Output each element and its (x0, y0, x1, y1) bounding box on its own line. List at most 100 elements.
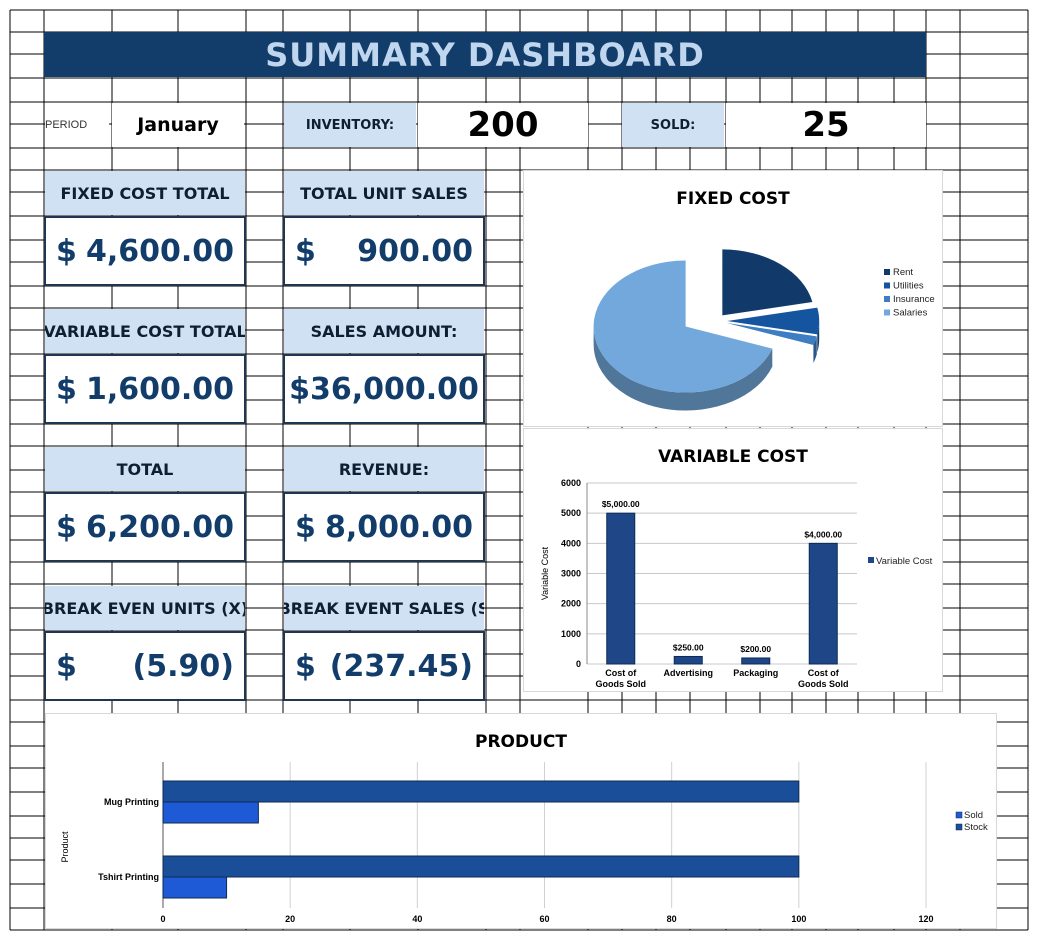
x-tick-label: 60 (539, 914, 549, 924)
sales-amount-label: SALES AMOUNT: (284, 309, 484, 353)
legend-swatch (868, 557, 874, 563)
legend-label: Sold (964, 810, 983, 821)
variable-cost-total-value: $ 1,600.00 (44, 354, 246, 424)
data-label: $5,000.00 (602, 499, 640, 509)
legend-label: Utilities (893, 281, 924, 292)
currency-symbol: $ (56, 509, 77, 545)
currency-symbol: $ (295, 233, 316, 269)
x-tick-label: 0 (160, 914, 165, 924)
legend-swatch (884, 309, 890, 316)
break-even-units-label: BREAK EVEN UNITS (X) (45, 586, 245, 630)
sold-value: 25 (726, 103, 926, 147)
legend-label: Variable Cost (876, 556, 933, 567)
sold-label: SOLD: (622, 103, 724, 147)
y-tick-label: 6000 (561, 478, 581, 488)
bar-stock (162, 780, 800, 803)
fixed-cost-chart: FIXED COST Rent Utilities Insurance Salarie… (523, 170, 943, 427)
bar (741, 657, 771, 665)
fixed-cost-total-value: $ 4,600.00 (44, 216, 246, 286)
legend-label: Rent (893, 267, 913, 278)
break-even-units-value: $ (5.90) (44, 631, 246, 701)
pie-slice-utilities (727, 307, 820, 335)
variable-cost-chart: VARIABLE COST 0 1000 2000 3000 4000 5000 6000 V… (523, 428, 943, 692)
break-even-sales-value: $ (237.45) (283, 631, 485, 701)
bar-stock (162, 855, 800, 878)
x-tick-label: 120 (918, 914, 933, 924)
x-tick-label: Cost of (605, 668, 637, 678)
x-tick-label: Cost of (808, 668, 840, 678)
y-tick-label: Mug Printing (104, 797, 159, 807)
legend-label: Salaries (893, 308, 928, 319)
chart-title: PRODUCT (475, 732, 567, 752)
total-value: $ 6,200.00 (44, 492, 246, 562)
revenue-value: $ 8,000.00 (283, 492, 485, 562)
legend-swatch (884, 282, 890, 289)
x-tick-label: 80 (667, 914, 677, 924)
y-axis-label: Variable Cost (540, 546, 550, 600)
x-tick-label: 100 (791, 914, 806, 924)
dashboard-title: SUMMARY DASHBOARD (44, 32, 926, 77)
bar-sold (162, 876, 228, 899)
y-tick-label: 0 (576, 659, 581, 669)
currency-symbol: $ (56, 648, 77, 684)
variable-cost-total-label: VARIABLE COST TOTAL (45, 309, 245, 353)
chart-title: FIXED COST (676, 189, 790, 209)
y-axis-label: Product (60, 831, 70, 863)
pie-slice-side (593, 326, 773, 411)
product-chart: PRODUCT 0 20 40 60 80 100 120 Product Mug Printi… (45, 713, 997, 929)
sales-amount-value: $36,000.00 (283, 354, 485, 424)
y-tick-label: 4000 (561, 538, 581, 548)
pie-slice-side (813, 336, 817, 364)
period-value: January (112, 103, 244, 147)
amount: (237.45) (329, 648, 473, 684)
y-tick-label: 2000 (561, 599, 581, 609)
amount: 6,200.00 (85, 509, 234, 545)
x-tick-label: Goods Sold (798, 679, 849, 689)
data-label: $250.00 (673, 642, 704, 652)
amount: $36,000.00 (289, 371, 479, 407)
bar (673, 655, 703, 665)
y-tick-label: Tshirt Printing (98, 872, 159, 882)
pie-slice-insurance (726, 322, 817, 346)
pie-slice-rent (722, 249, 813, 316)
legend-label: Stock (964, 822, 988, 833)
break-even-sales-label: BREAK EVENT SALES (S (284, 586, 484, 630)
currency-symbol: $ (295, 648, 316, 684)
pie-slice-salaries (593, 260, 773, 393)
total-unit-sales-label: TOTAL UNIT SALES (284, 171, 484, 215)
legend-swatch (955, 823, 963, 831)
period-label: PERIOD (45, 103, 109, 147)
amount: 1,600.00 (85, 371, 234, 407)
y-tick-label: 3000 (561, 569, 581, 579)
fixed-cost-total-label: FIXED COST TOTAL (45, 171, 245, 215)
x-tick-label: Goods Sold (596, 679, 647, 689)
inventory-label: INVENTORY: (284, 103, 416, 147)
bar-chart-canvas: 0 1000 2000 3000 4000 5000 6000 Variable Cost $5… (540, 478, 933, 689)
x-tick-label: 20 (285, 914, 295, 924)
revenue-label: REVENUE: (284, 447, 484, 491)
y-tick-label: 1000 (561, 629, 581, 639)
inventory-value: 200 (418, 103, 588, 147)
pie-chart-canvas: Rent Utilities Insurance Salaries (593, 249, 935, 411)
pie-slice-side (817, 321, 820, 353)
bar-sold (162, 801, 259, 824)
currency-symbol: $ (56, 371, 77, 407)
data-label: $200.00 (740, 644, 771, 654)
legend-swatch (884, 269, 890, 275)
total-label: TOTAL (45, 447, 245, 491)
amount: (5.90) (132, 648, 234, 684)
total-unit-sales-value: $ 900.00 (283, 216, 485, 286)
currency-symbol: $ (56, 233, 77, 269)
x-tick-label: Packaging (733, 668, 778, 678)
bar (808, 542, 838, 665)
legend-swatch (955, 811, 963, 819)
hbar-chart-canvas: 0 20 40 60 80 100 120 Product Mug Printing Tshirt… (60, 762, 988, 924)
x-tick-label: 40 (412, 914, 422, 924)
data-label: $4,000.00 (804, 529, 842, 539)
bar (606, 512, 636, 665)
y-tick-label: 5000 (561, 508, 581, 518)
x-tick-label: Advertising (663, 668, 713, 678)
legend-swatch (884, 296, 890, 302)
currency-symbol: $ (295, 509, 316, 545)
amount: 4,600.00 (85, 233, 234, 269)
